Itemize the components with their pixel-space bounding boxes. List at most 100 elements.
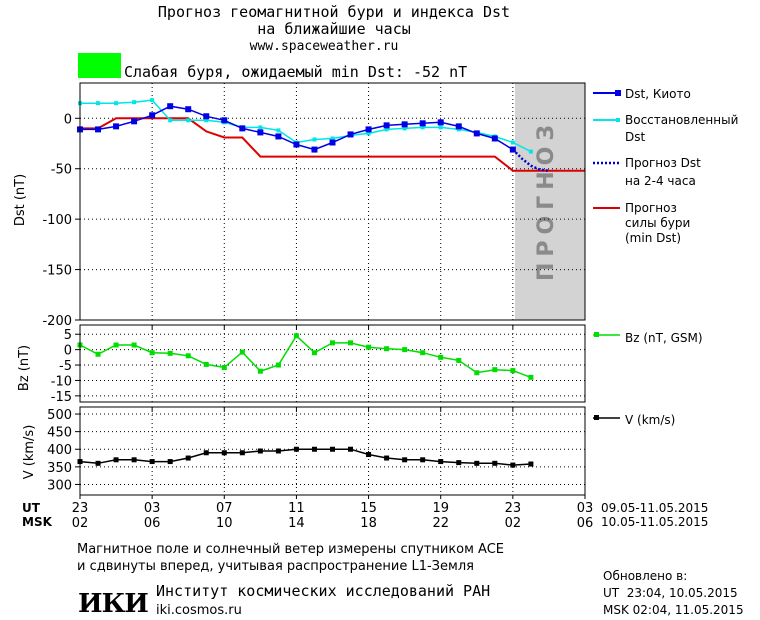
- v-point: [167, 459, 173, 465]
- v-point: [131, 457, 137, 463]
- msk-date-range: 10.05-11.05.2015: [601, 515, 708, 529]
- legend-storm-forecast-3: (min Dst): [625, 231, 681, 245]
- storm-level-indicator: [78, 53, 121, 78]
- msk-label: MSK: [22, 515, 53, 529]
- ut-tick-label: 19: [432, 501, 449, 516]
- v-point: [510, 462, 516, 468]
- legend-forecast-dst-1: Прогноз Dst: [625, 156, 701, 170]
- dst-ytick-label: -50: [51, 163, 72, 178]
- v-panel: 500 450 400 350 300 V (km/s): [22, 406, 586, 496]
- series-forecast-dst-line: [512, 148, 550, 172]
- ut-date-range: 09.05-11.05.2015: [601, 501, 708, 515]
- restored-dst-point: [96, 101, 101, 106]
- ut-tick-label: 23: [72, 501, 89, 516]
- restored-dst-point: [330, 136, 335, 141]
- msk-tick-label: 06: [144, 516, 161, 531]
- bz-ylabel: Bz (nT): [17, 345, 32, 391]
- v-ytick-label: 350: [47, 461, 72, 476]
- legend-storm-forecast-2: силы бури: [625, 216, 690, 230]
- dst-kyoto-point: [365, 126, 372, 133]
- legend: Dst, Киото Восстановленный Dst Прогноз D…: [593, 87, 738, 427]
- dst-kyoto-point: [347, 131, 354, 138]
- dst-kyoto-point: [203, 113, 210, 120]
- legend-dst-kyoto-marker: [615, 90, 621, 96]
- legend-bz-marker: [594, 332, 599, 337]
- bz-ytick-label: 0: [64, 344, 72, 359]
- bz-ytick-label: -5: [59, 359, 72, 374]
- dst-panel: ПРОГНОЗ 0 -50 -100 -150 -200 Dst (nT): [13, 82, 586, 329]
- v-point: [420, 457, 426, 463]
- dst-kyoto-point: [383, 122, 390, 129]
- dst-ylabel: Dst (nT): [13, 174, 28, 226]
- dst-kyoto-point: [131, 118, 138, 125]
- legend-dst-kyoto: Dst, Киото: [625, 87, 691, 101]
- dst-ytick-label: 0: [64, 112, 72, 127]
- ut-tick-label: 07: [216, 501, 233, 516]
- legend-v: V (km/s): [625, 413, 675, 427]
- legend-restored-marker: [616, 118, 620, 122]
- v-point: [257, 448, 263, 454]
- v-point: [528, 461, 534, 467]
- restored-dst-point: [258, 125, 263, 130]
- bz-point: [203, 361, 209, 367]
- bz-point: [528, 374, 534, 380]
- restored-dst-point: [384, 127, 389, 132]
- v-point: [348, 446, 354, 452]
- v-point: [492, 460, 498, 466]
- v-ytick-label: 400: [47, 443, 72, 458]
- legend-forecast-dst-2: на 2-4 часа: [625, 174, 696, 188]
- restored-dst-point: [402, 126, 407, 131]
- forecast-region: [515, 83, 585, 320]
- dst-kyoto-point: [491, 135, 498, 142]
- bz-point: [113, 342, 119, 348]
- ut-tick-label: 15: [360, 501, 377, 516]
- bz-ytick-label: -10: [51, 374, 72, 389]
- bz-point: [492, 367, 498, 373]
- iki-logo: ИКИ: [78, 589, 148, 619]
- v-point: [456, 460, 462, 466]
- msk-tick-label: 18: [360, 516, 377, 531]
- legend-v-marker: [594, 415, 599, 420]
- restored-dst-point: [276, 128, 281, 133]
- measurement-note-1: Магнитное поле и солнечный ветер измерен…: [77, 542, 504, 557]
- forecast-region-label: ПРОГНОЗ: [534, 119, 559, 281]
- msk-tick-label: 22: [432, 516, 449, 531]
- dst-kyoto-point: [257, 129, 264, 136]
- restored-dst-point: [510, 140, 515, 145]
- bz-point: [185, 353, 191, 359]
- restored-dst-point: [528, 149, 533, 154]
- series-restored-dst-line: [80, 99, 532, 153]
- restored-dst-point: [438, 125, 443, 130]
- restored-dst-point: [150, 98, 155, 103]
- restored-dst-point: [204, 118, 209, 123]
- series-v-line: [79, 448, 531, 466]
- legend-restored-2: Dst: [625, 130, 645, 144]
- dst-kyoto-point: [167, 103, 174, 110]
- v-point: [293, 446, 299, 452]
- v-point: [203, 450, 209, 456]
- bz-panel: 50-5-10-15 Bz (nT): [17, 324, 586, 405]
- restored-dst-point: [132, 100, 137, 105]
- restored-dst-point: [168, 118, 173, 123]
- v-ytick-label: 450: [47, 426, 72, 441]
- dst-kyoto-point: [437, 119, 444, 126]
- v-frame: [79, 406, 586, 496]
- bz-point: [402, 347, 408, 353]
- bz-point: [275, 362, 281, 368]
- legend-bz: Bz (nT, GSM): [625, 331, 703, 345]
- bz-point: [456, 357, 462, 363]
- institute-name: Институт космических исследований РАН: [156, 582, 490, 600]
- institute-url: iki.cosmos.ru: [156, 603, 242, 618]
- page-subtitle: на ближайшие часы: [257, 20, 411, 38]
- dst-kyoto-point: [311, 146, 318, 153]
- v-point: [275, 448, 281, 454]
- bz-point: [384, 346, 390, 352]
- dst-frame: [79, 82, 586, 321]
- bz-point: [293, 333, 299, 339]
- v-point: [474, 460, 480, 466]
- bz-point: [311, 350, 317, 356]
- v-point: [366, 452, 372, 458]
- v-point: [438, 459, 444, 465]
- restored-dst-point: [312, 137, 317, 142]
